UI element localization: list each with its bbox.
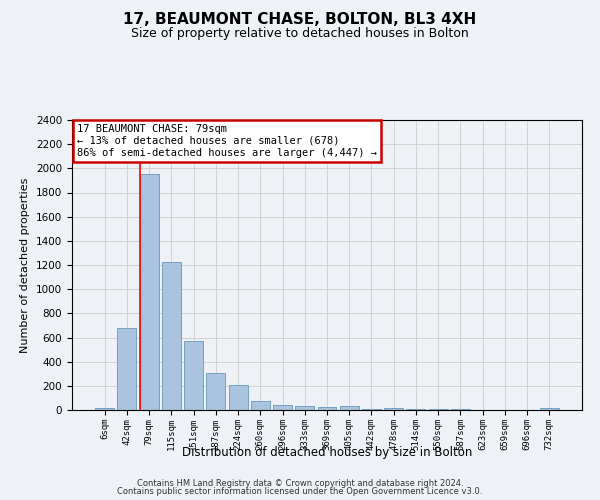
Bar xyxy=(317,407,337,410)
Bar xyxy=(295,406,314,410)
Text: Contains public sector information licensed under the Open Government Licence v3: Contains public sector information licen… xyxy=(118,487,482,496)
Bar xyxy=(140,174,158,410)
Text: Contains HM Land Registry data © Crown copyright and database right 2024.: Contains HM Land Registry data © Crown c… xyxy=(137,478,463,488)
Bar xyxy=(273,404,292,410)
Bar xyxy=(340,406,359,410)
Bar xyxy=(540,408,559,410)
Bar xyxy=(384,408,403,410)
Text: Distribution of detached houses by size in Bolton: Distribution of detached houses by size … xyxy=(182,446,472,459)
Bar xyxy=(95,408,114,410)
Bar xyxy=(229,385,248,410)
Bar xyxy=(118,328,136,410)
Text: 17 BEAUMONT CHASE: 79sqm
← 13% of detached houses are smaller (678)
86% of semi-: 17 BEAUMONT CHASE: 79sqm ← 13% of detach… xyxy=(77,124,377,158)
Bar xyxy=(206,372,225,410)
Y-axis label: Number of detached properties: Number of detached properties xyxy=(20,178,31,352)
Text: Size of property relative to detached houses in Bolton: Size of property relative to detached ho… xyxy=(131,28,469,40)
Bar xyxy=(184,340,203,410)
Text: 17, BEAUMONT CHASE, BOLTON, BL3 4XH: 17, BEAUMONT CHASE, BOLTON, BL3 4XH xyxy=(124,12,476,28)
Bar xyxy=(251,401,270,410)
Bar xyxy=(162,262,181,410)
